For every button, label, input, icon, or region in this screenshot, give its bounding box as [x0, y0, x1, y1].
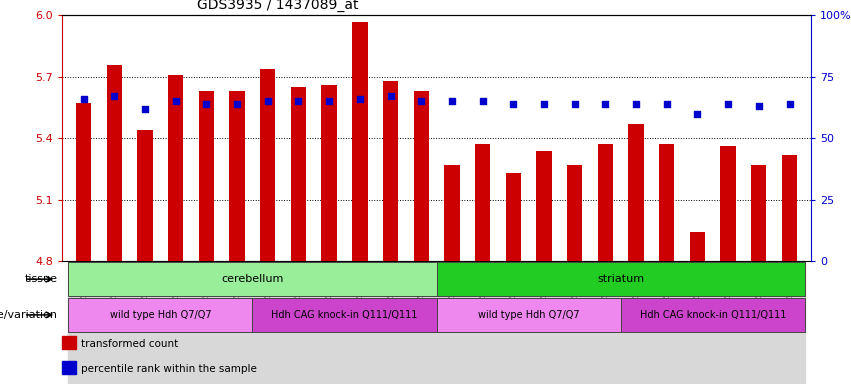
Point — [77, 96, 90, 102]
Bar — [690, 232, 705, 261]
Bar — [559, 261, 590, 384]
Bar — [628, 124, 643, 261]
Bar — [68, 261, 99, 384]
Bar — [352, 22, 368, 261]
Bar — [475, 144, 490, 261]
Bar — [414, 91, 429, 261]
Bar — [567, 165, 582, 261]
Bar — [76, 103, 91, 261]
Bar — [744, 261, 774, 384]
Bar — [191, 261, 222, 384]
Bar — [253, 298, 437, 332]
Point — [323, 98, 336, 104]
Bar — [160, 261, 191, 384]
Bar — [437, 298, 620, 332]
Bar — [314, 261, 345, 384]
Bar — [437, 261, 467, 384]
Point — [384, 93, 397, 99]
Point — [292, 98, 306, 104]
Text: transformed count: transformed count — [81, 339, 178, 349]
Bar — [322, 85, 337, 261]
Bar — [406, 261, 437, 384]
Bar — [659, 144, 675, 261]
Point — [353, 96, 367, 102]
Bar — [498, 261, 528, 384]
Point — [506, 101, 520, 107]
Bar — [106, 65, 122, 261]
Bar — [774, 261, 805, 384]
Point — [414, 98, 428, 104]
Point — [752, 103, 766, 109]
Bar — [782, 155, 797, 261]
Bar — [620, 298, 805, 332]
Bar — [713, 261, 744, 384]
Bar — [260, 69, 276, 261]
Point — [568, 101, 581, 107]
Text: wild type Hdh Q7/Q7: wild type Hdh Q7/Q7 — [110, 310, 211, 320]
Bar — [721, 146, 736, 261]
Text: genotype/variation: genotype/variation — [0, 310, 58, 320]
Bar — [467, 261, 498, 384]
Bar — [129, 261, 160, 384]
Point — [107, 93, 121, 99]
Text: GDS3935 / 1437089_at: GDS3935 / 1437089_at — [197, 0, 358, 12]
Text: cerebellum: cerebellum — [221, 274, 283, 284]
Bar — [444, 165, 460, 261]
Bar — [536, 151, 551, 261]
Bar — [651, 261, 683, 384]
Point — [722, 101, 735, 107]
Text: tissue: tissue — [25, 274, 58, 284]
Bar — [528, 261, 559, 384]
Text: striatum: striatum — [597, 274, 644, 284]
Point — [691, 111, 705, 117]
Bar — [291, 87, 306, 261]
Point — [138, 106, 151, 112]
Bar — [751, 165, 767, 261]
Bar — [683, 261, 713, 384]
Bar — [62, 361, 76, 374]
Bar — [345, 261, 375, 384]
Text: Hdh CAG knock-in Q111/Q111: Hdh CAG knock-in Q111/Q111 — [640, 310, 786, 320]
Point — [598, 101, 612, 107]
Bar — [198, 91, 214, 261]
Bar — [68, 298, 253, 332]
Bar — [620, 261, 651, 384]
Bar — [230, 91, 245, 261]
Point — [629, 101, 643, 107]
Text: Hdh CAG knock-in Q111/Q111: Hdh CAG knock-in Q111/Q111 — [271, 310, 418, 320]
Bar — [597, 144, 613, 261]
Point — [537, 101, 551, 107]
Bar — [253, 261, 283, 384]
Point — [660, 101, 673, 107]
Bar — [168, 75, 183, 261]
Text: percentile rank within the sample: percentile rank within the sample — [81, 364, 257, 374]
Bar — [62, 336, 76, 349]
Point — [783, 101, 797, 107]
Bar — [283, 261, 314, 384]
Point — [168, 98, 182, 104]
Bar — [437, 262, 805, 296]
Point — [445, 98, 459, 104]
Bar — [137, 130, 152, 261]
Bar — [222, 261, 253, 384]
Point — [261, 98, 275, 104]
Bar — [99, 261, 129, 384]
Bar — [68, 262, 437, 296]
Point — [200, 101, 214, 107]
Bar — [590, 261, 620, 384]
Bar — [375, 261, 406, 384]
Text: wild type Hdh Q7/Q7: wild type Hdh Q7/Q7 — [477, 310, 580, 320]
Bar — [505, 173, 521, 261]
Point — [476, 98, 489, 104]
Point — [231, 101, 244, 107]
Bar — [383, 81, 398, 261]
